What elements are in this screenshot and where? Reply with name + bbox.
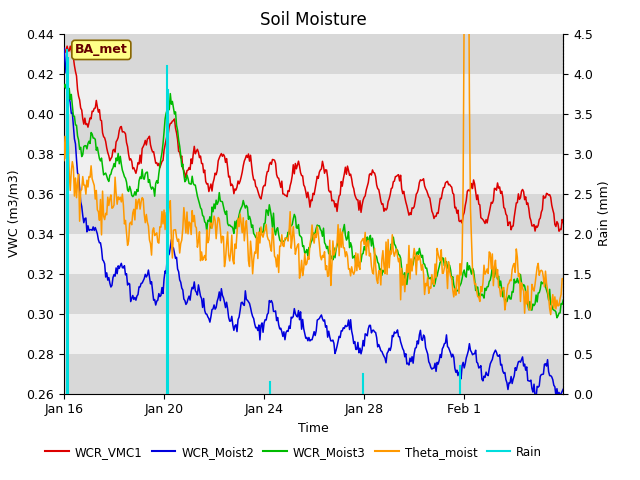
Bar — [64, 73, 563, 114]
Y-axis label: Rain (mm): Rain (mm) — [598, 181, 611, 246]
X-axis label: Time: Time — [298, 422, 329, 435]
Y-axis label: VWC (m3/m3): VWC (m3/m3) — [8, 170, 21, 257]
Bar — [64, 313, 563, 354]
Title: Soil Moisture: Soil Moisture — [260, 11, 367, 29]
Bar — [64, 114, 563, 154]
Bar — [64, 234, 563, 274]
Text: BA_met: BA_met — [75, 43, 128, 56]
Legend: WCR_VMC1, WCR_Moist2, WCR_Moist3, Theta_moist, Rain: WCR_VMC1, WCR_Moist2, WCR_Moist3, Theta_… — [40, 441, 547, 463]
Bar — [64, 193, 563, 234]
Bar — [64, 154, 563, 193]
Bar — [64, 354, 563, 394]
Bar — [64, 274, 563, 313]
Bar — [64, 34, 563, 73]
